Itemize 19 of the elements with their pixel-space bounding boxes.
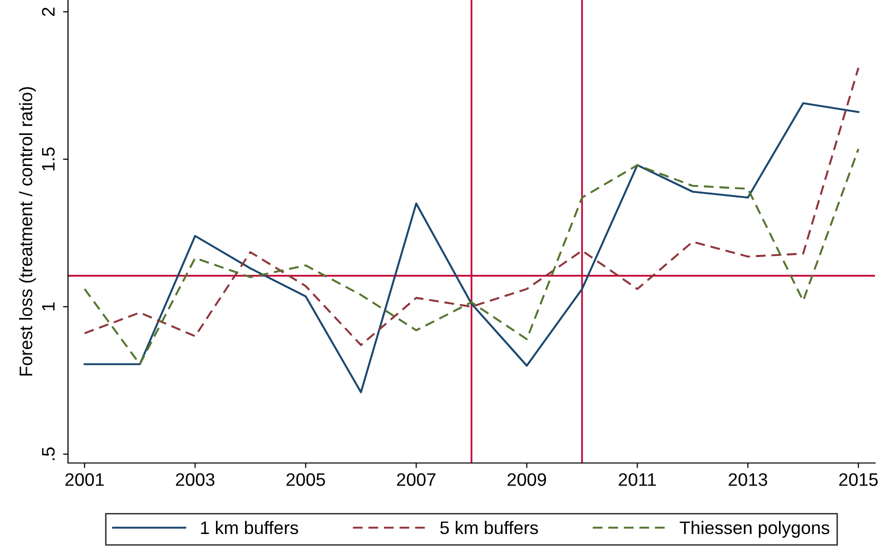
x-tick-label: 2013 bbox=[728, 473, 768, 486]
line-series bbox=[84, 102, 860, 394]
x-tick-label: 2007 bbox=[397, 473, 436, 486]
x-tick-label: 2011 bbox=[618, 473, 656, 486]
y-tick-label: 2 bbox=[42, 8, 55, 16]
x-tick-label: 2009 bbox=[508, 473, 546, 486]
y-tick-label: .5 bbox=[42, 447, 55, 460]
x-tick-label: 2015 bbox=[839, 473, 878, 486]
line-series bbox=[84, 66, 860, 346]
legend-label: 1 km buffers bbox=[201, 520, 298, 534]
legend-label: Thiessen polygons bbox=[680, 520, 830, 538]
legend-label: 5 km buffers bbox=[440, 520, 538, 534]
y-axis-title: Forest loss (treatment / control ratio) bbox=[19, 87, 36, 376]
line-series bbox=[84, 148, 860, 366]
x-tick-label: 2005 bbox=[286, 473, 326, 486]
y-tick-label: 1.5 bbox=[42, 147, 55, 170]
y-tick-label: 1 bbox=[42, 302, 55, 310]
x-tick-label: 2003 bbox=[176, 473, 214, 486]
x-tick-label: 2001 bbox=[65, 473, 104, 486]
